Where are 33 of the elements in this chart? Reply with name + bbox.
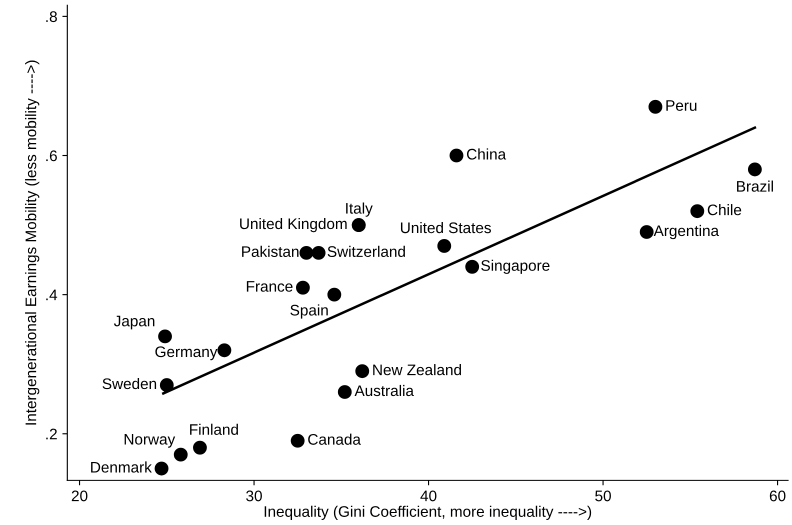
- y-tick-label: .2: [46, 428, 57, 440]
- y-tick-label: .6: [46, 150, 57, 162]
- annotation: France: [246, 281, 293, 292]
- y-tick-label: .4: [46, 290, 58, 300]
- x-tick-label: 60: [770, 490, 786, 502]
- annotation: Norway: [124, 434, 176, 448]
- annotation: Canada: [308, 434, 361, 445]
- annotation: China: [466, 148, 506, 160]
- annotation: Singapore: [481, 260, 550, 274]
- annotation: Finland: [190, 424, 238, 435]
- y-axis-title: Intergenerational Earnings Mobility (less mobility ---->): [25, 60, 40, 425]
- x-axis-title: Inequality (Gini Coefficient, more inequality ---->): [264, 506, 592, 520]
- annotation: United Kingdom: [240, 218, 347, 232]
- annotation: Chile: [708, 204, 742, 216]
- annotation: Brazil: [737, 180, 773, 192]
- annotation: Italy: [346, 202, 373, 217]
- annotation: Pakistan: [242, 246, 298, 257]
- annotation: Germany: [155, 346, 218, 360]
- annotation: Denmark: [91, 461, 152, 473]
- annotation: Switzerland: [328, 246, 405, 257]
- annotation: Peru: [666, 100, 696, 111]
- x-tick-label: 30: [246, 490, 262, 502]
- x-tick-label: 50: [595, 490, 611, 502]
- annotation: Sweden: [102, 378, 156, 390]
- annotation: United States: [400, 222, 491, 234]
- annotation: New Zealand: [373, 364, 461, 376]
- annotation: Argentina: [654, 224, 720, 240]
- x-tick-label: 40: [420, 490, 436, 502]
- y-tick-label: .8: [46, 11, 57, 22]
- annotation: Japan: [114, 316, 154, 330]
- annotation: Spain: [290, 304, 328, 319]
- annotation: Australia: [354, 384, 414, 396]
- x-tick-label: 20: [72, 490, 88, 502]
